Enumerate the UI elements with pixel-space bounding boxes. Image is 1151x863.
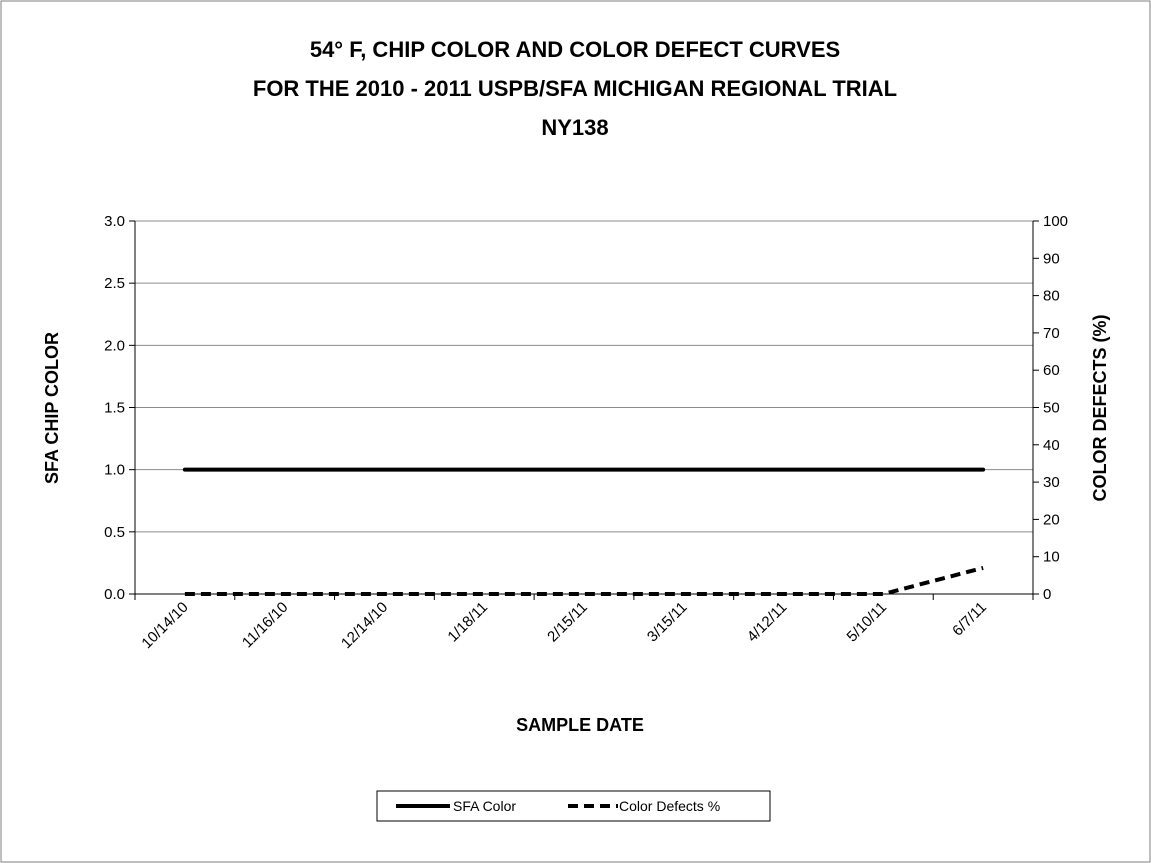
y-right-tick-label: 80 [1043, 288, 1060, 305]
y-right-tick-label: 40 [1043, 437, 1060, 454]
y-left-tick-label: 3.0 [104, 213, 125, 230]
y-left-tick-label: 0.5 [104, 524, 125, 541]
legend-label-sfa-color: SFA Color [453, 798, 516, 814]
y-right-tick-label: 70 [1043, 325, 1060, 342]
series-lines [182, 467, 986, 596]
y-right-tick-label: 30 [1043, 474, 1060, 491]
y-left-tick-label: 2.0 [104, 337, 125, 354]
y-right-tick-label: 0 [1043, 586, 1051, 603]
legend-label-color-defects: Color Defects % [619, 798, 720, 814]
y-right-tick-label: 20 [1043, 511, 1060, 528]
legend: SFA Color Color Defects % [376, 790, 771, 822]
y-right-tick-label: 10 [1043, 549, 1060, 566]
series-line-color-defects [184, 565, 984, 596]
y-axis-left-title: SFA CHIP COLOR [42, 332, 62, 484]
chart-title-line-1: 54° F, CHIP COLOR AND COLOR DEFECT CURVE… [310, 37, 840, 62]
y-right-tick-label: 90 [1043, 250, 1060, 267]
chart-title-line-2: FOR THE 2010 - 2011 USPB/SFA MICHIGAN RE… [253, 76, 897, 101]
y-right-tick-label: 60 [1043, 362, 1060, 379]
y-axis-right-title: COLOR DEFECTS (%) [1090, 314, 1110, 501]
y-right-tick-label: 100 [1043, 213, 1068, 230]
y-left-tick-label: 1.5 [104, 400, 125, 417]
y-left-tick-label: 1.0 [104, 462, 125, 479]
y-left-tick-label: 2.5 [104, 275, 125, 292]
chart-title-line-3: NY138 [541, 115, 608, 140]
y-left-tick-label: 0.0 [104, 586, 125, 603]
y-right-tick-label: 50 [1043, 400, 1060, 417]
x-axis-title: SAMPLE DATE [516, 715, 644, 735]
